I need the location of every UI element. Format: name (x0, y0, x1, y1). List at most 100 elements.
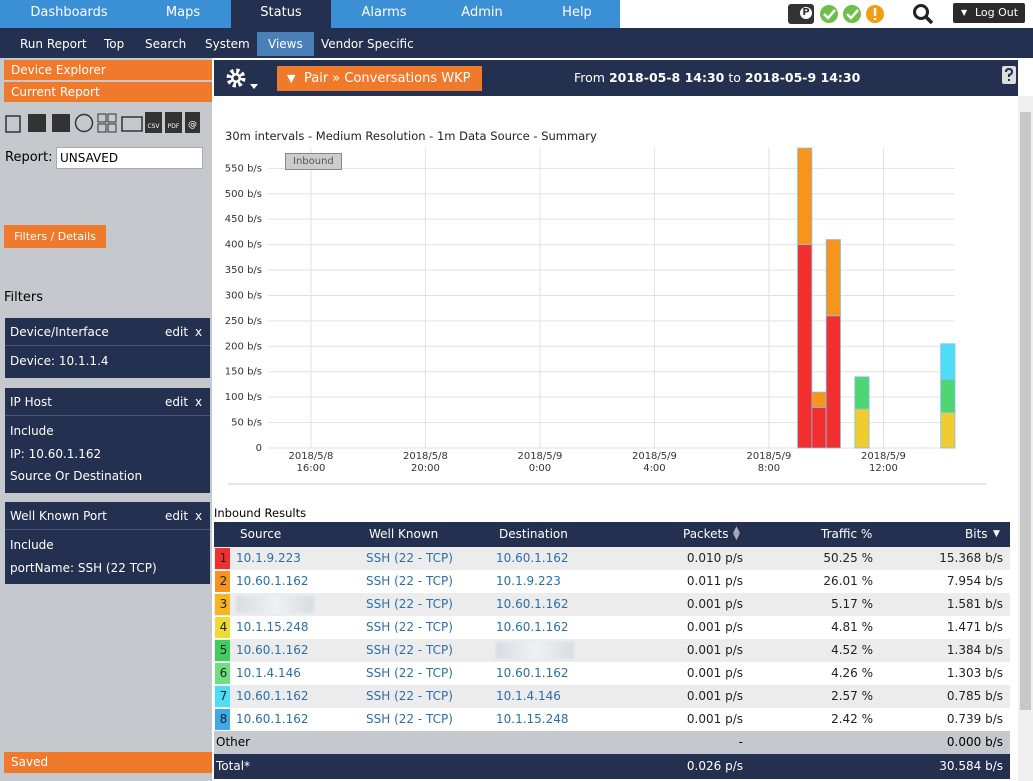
filters-button[interactable]: Filters / Details (4, 225, 106, 248)
device-explorer[interactable]: Device Explorer (4, 60, 212, 80)
rank-number: 1 (219, 551, 228, 565)
table-cell[interactable]: 10.1.9.223 (496, 574, 561, 588)
filter-body: Include IP: 10.60.1.162 Source Or Destinat… (5, 416, 210, 493)
table-cell[interactable]: SSH (22 - TCP) (366, 574, 453, 588)
email-icon[interactable]: @ (185, 112, 200, 133)
rank-number: 4 (219, 620, 228, 634)
rank-color (215, 686, 230, 707)
table-cell: 1.384 b/s (946, 643, 1003, 657)
filter-header: IP Host edit x (5, 388, 210, 416)
nav-tab[interactable]: Dashboards (30, 5, 108, 20)
column-header[interactable]: Destination (499, 527, 568, 541)
pdf-icon[interactable]: PDF (165, 112, 182, 133)
rank-color (215, 594, 230, 615)
table-row (214, 662, 1010, 685)
sub-nav-item[interactable]: Vendor Specific (321, 37, 414, 51)
table-cell[interactable]: 10.1.15.248 (236, 620, 309, 634)
other-bits: 0.000 b/s (946, 735, 1003, 749)
table-cell[interactable]: 10.1.4.146 (236, 666, 301, 680)
status-indicators[interactable] (818, 3, 888, 25)
nav-tab[interactable]: Maps (165, 5, 201, 20)
table-cell[interactable]: 10.60.1.162 (236, 712, 309, 726)
table-cell[interactable]: 10.60.1.162 (236, 574, 309, 588)
table-cell[interactable]: 10.60.1.162 (496, 620, 569, 634)
start-time: 2018-05-8 14:30 (608, 70, 725, 85)
filter-remove[interactable]: x (195, 325, 203, 339)
x-tick-label: 2018/5/9 4:00 (631, 451, 677, 474)
column-header[interactable]: Well Known (369, 527, 439, 541)
report-menu-button[interactable]: Pair » Conversations WKP (277, 66, 482, 91)
table-row (214, 708, 1010, 731)
current-report[interactable]: Current Report (4, 82, 212, 102)
filter-title: Device/Interface (10, 325, 109, 339)
csv-icon[interactable]: CSV (145, 112, 162, 133)
y-tick-label: 450 b/s (225, 214, 262, 225)
column-header[interactable]: Traffic % (821, 527, 873, 541)
logout-button[interactable]: Log Out (953, 3, 1025, 23)
table-cell[interactable]: 10.1.15.248 (496, 712, 569, 726)
y-tick-label: 0 (256, 443, 262, 454)
filter-card: Device/Interface edit x Device: 10.1.1.4 (5, 318, 210, 378)
settings-icon[interactable] (222, 64, 262, 92)
y-tick-label: 50 b/s (231, 418, 262, 429)
table-cell[interactable]: 10.1.4.146 (496, 689, 561, 703)
sub-nav-item[interactable]: Search (145, 37, 187, 51)
saved-bar[interactable]: Saved (4, 752, 212, 773)
table-cell[interactable]: SSH (22 - TCP) (366, 643, 453, 657)
table-cell[interactable]: SSH (22 - TCP) (366, 666, 453, 680)
filter-edit[interactable]: edit (165, 509, 189, 523)
table-cell[interactable]: 10.60.1.162 (236, 643, 309, 657)
report-name-input[interactable]: UNSAVED (56, 147, 203, 169)
time-range: From 2018-05-8 14:30 to 2018-05-9 14:30 (574, 70, 860, 85)
filter-header: Device/Interface edit x (5, 318, 210, 346)
table-cell: 4.52 % (831, 643, 873, 657)
y-tick-label: 550 b/s (225, 163, 262, 174)
bar-segment (854, 376, 870, 410)
nav-tab[interactable]: Help (562, 5, 592, 20)
table-cell[interactable]: 10.60.1.162 (496, 551, 569, 565)
table-cell[interactable]: 10.60.1.162 (496, 597, 569, 611)
nav-tab[interactable]: Alarms (361, 5, 407, 20)
column-header[interactable]: Packets (683, 527, 729, 541)
sub-nav-item[interactable]: System (205, 37, 250, 51)
filter-edit[interactable]: edit (165, 325, 189, 339)
rank-color (215, 640, 230, 661)
scrollbar-thumb[interactable] (1020, 112, 1031, 710)
filter-edit[interactable]: edit (165, 395, 189, 409)
column-header[interactable]: Source (240, 527, 282, 541)
table-cell: 50.25 % (823, 551, 873, 565)
bar-segment (854, 408, 870, 449)
bar-segment (940, 343, 956, 380)
series-badge[interactable]: Inbound (285, 153, 342, 170)
y-tick-label: 500 b/s (225, 189, 262, 200)
table-cell[interactable]: 10.60.1.162 (236, 689, 309, 703)
filter-remove[interactable]: x (195, 395, 203, 409)
table-cell: 0.785 b/s (946, 689, 1003, 703)
table-cell[interactable]: SSH (22 - TCP) (366, 597, 453, 611)
redacted-cell (496, 642, 574, 659)
filter-remove[interactable]: x (195, 509, 203, 523)
help-icon[interactable] (1002, 66, 1016, 84)
sub-nav-item[interactable]: Top (104, 37, 125, 51)
filter-line: portName: SSH (22 TCP) (10, 560, 157, 575)
nav-tab-active[interactable]: Status (231, 0, 331, 28)
logout-caret: ▼ (961, 8, 968, 17)
table-cell[interactable]: SSH (22 - TCP) (366, 712, 453, 726)
report-label: Report: (5, 150, 53, 165)
column-header[interactable]: Bits (965, 527, 988, 541)
search-icon[interactable] (912, 3, 934, 25)
other-row (214, 731, 1010, 754)
table-cell[interactable]: 10.1.9.223 (236, 551, 301, 565)
table-cell[interactable]: SSH (22 - TCP) (366, 551, 453, 565)
status-icon-label: P (798, 5, 814, 21)
x-tick-label: 2018/5/8 20:00 (402, 451, 448, 474)
y-tick-label: 250 b/s (225, 316, 262, 327)
sub-nav-item[interactable]: Run Report (20, 37, 87, 51)
table-cell[interactable]: SSH (22 - TCP) (366, 620, 453, 634)
report-toolbar[interactable] (4, 112, 144, 134)
sub-nav-item-active[interactable]: Views (257, 32, 314, 56)
table-cell[interactable]: SSH (22 - TCP) (366, 689, 453, 703)
filter-line: Include (10, 538, 54, 552)
nav-tab[interactable]: Admin (461, 5, 503, 20)
table-cell[interactable]: 10.60.1.162 (496, 666, 569, 680)
